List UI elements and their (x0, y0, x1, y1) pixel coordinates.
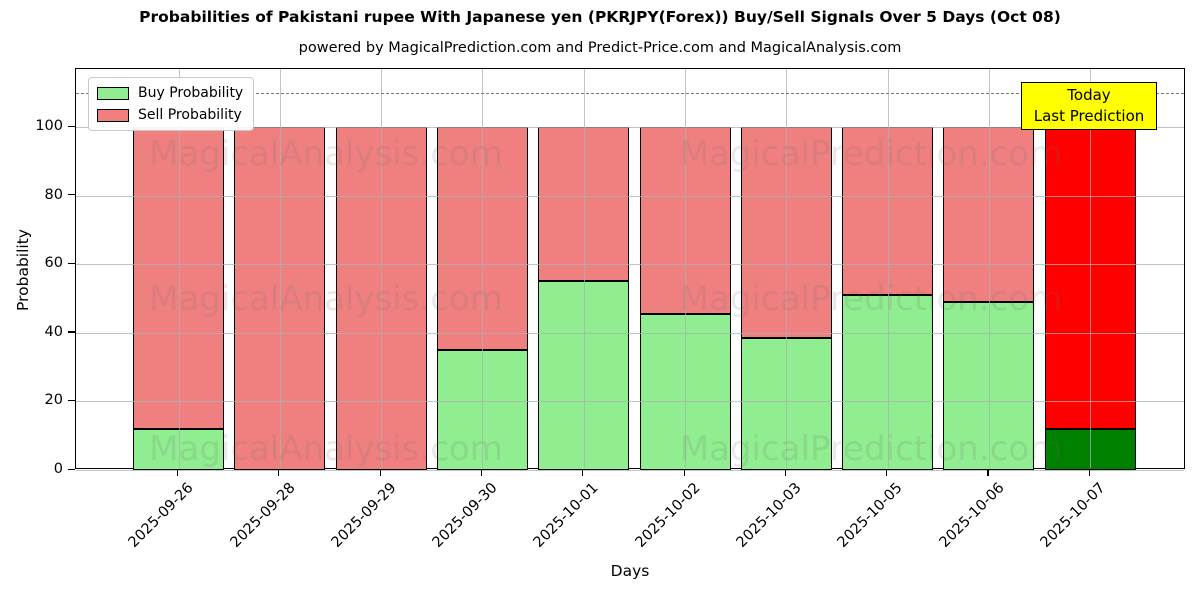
x-tick-mark (278, 469, 280, 476)
x-axis-label: Days (610, 562, 650, 580)
legend-swatch (97, 86, 129, 100)
x-tick-label: 2025-09-28 (227, 480, 299, 551)
v-gridline (786, 69, 788, 468)
x-tick-label: 2025-10-03 (733, 480, 805, 551)
y-tick-mark (68, 468, 75, 470)
x-tick-mark (177, 469, 179, 476)
y-tick-label: 100 (35, 118, 63, 135)
y-tick-label: 0 (53, 461, 63, 477)
v-gridline (279, 69, 281, 468)
v-gridline (178, 69, 180, 468)
legend-swatch (97, 108, 129, 122)
x-tick-mark (784, 469, 786, 476)
h-gridline (76, 264, 1184, 266)
v-gridline (1090, 69, 1092, 468)
x-tick-label: 2025-10-07 (1037, 480, 1109, 551)
legend-label: Buy Probability (138, 85, 244, 101)
y-tick-mark (68, 262, 75, 265)
legend-item: Buy Probability (97, 85, 243, 101)
chart-subtitle: powered by MagicalPrediction.com and Pre… (298, 40, 902, 56)
v-gridline (685, 69, 686, 468)
v-gridline (381, 69, 383, 468)
v-gridline (887, 69, 889, 468)
legend: Buy Probability Sell Probability (88, 77, 255, 131)
threshold-dashed-line (76, 92, 1184, 94)
h-gridline (76, 127, 1184, 129)
y-tick-label: 60 (44, 255, 63, 272)
x-tick-mark (480, 469, 483, 476)
x-tick-label: 2025-10-02 (632, 480, 704, 551)
annotation-line-1: Today (1067, 86, 1111, 104)
y-tick-mark (68, 125, 75, 127)
h-gridline (76, 195, 1184, 197)
y-tick-mark (68, 331, 75, 333)
y-tick-label: 40 (44, 323, 63, 340)
x-tick-mark (1088, 469, 1090, 476)
x-tick-label: 2025-10-06 (936, 480, 1008, 551)
y-tick-mark (68, 194, 75, 196)
x-tick-mark (886, 469, 888, 476)
y-tick-label: 80 (44, 186, 63, 203)
x-tick-mark (683, 469, 685, 476)
x-tick-mark (379, 469, 381, 476)
h-gridline (76, 401, 1184, 403)
x-tick-label: 2025-09-26 (125, 480, 197, 551)
x-tick-label: 2025-09-30 (429, 480, 501, 551)
y-tick-label: 20 (44, 392, 63, 409)
x-tick-label: 2025-10-01 (531, 480, 603, 551)
x-tick-mark (987, 469, 989, 476)
y-tick-mark (68, 399, 75, 402)
h-gridline (76, 332, 1184, 334)
x-tick-label: 2025-09-29 (328, 480, 400, 551)
v-gridline (482, 69, 484, 468)
legend-item: Sell Probability (97, 107, 243, 123)
h-gridline (76, 470, 1184, 471)
chart-title: Probabilities of Pakistani rupee With Ja… (139, 8, 1061, 26)
annotation-line-2: Last Prediction (1033, 107, 1145, 125)
v-gridline (988, 69, 990, 468)
v-gridline (583, 69, 585, 468)
x-tick-mark (582, 469, 584, 476)
legend-label: Sell Probability (138, 107, 242, 123)
today-annotation: Today Last Prediction (1021, 82, 1157, 130)
x-tick-label: 2025-10-05 (835, 480, 906, 551)
